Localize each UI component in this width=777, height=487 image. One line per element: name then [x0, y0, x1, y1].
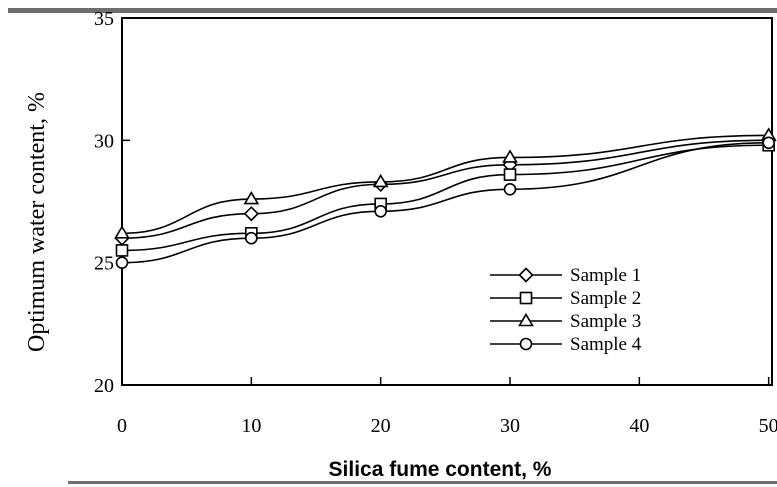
legend-label: Sample 4: [570, 334, 642, 355]
y-axis-ticks: 20 25 30 35: [94, 8, 130, 397]
top-frame-bar: [8, 8, 777, 13]
data-point-sample-4: [503, 182, 517, 196]
series-line-sample-3: [121, 134, 769, 235]
legend-marker: [519, 337, 533, 351]
x-tick-label: 10: [241, 415, 261, 437]
data-point-sample-1: [243, 206, 259, 222]
legend-label: Sample 3: [570, 311, 641, 332]
x-tick-label: 40: [629, 415, 649, 437]
series-line-sample-4: [121, 141, 769, 264]
plot-area: [121, 17, 773, 386]
legend-marker: [518, 312, 534, 327]
data-point-sample-4: [374, 204, 387, 218]
legend-label: Sample 2: [570, 288, 641, 309]
series-line-sample-2: [121, 144, 769, 252]
y-tick-label: 30: [94, 130, 114, 152]
data-point-sample-3: [243, 190, 260, 205]
bottom-frame-bar: [68, 481, 777, 484]
y-tick-label: 20: [94, 375, 114, 397]
x-tick-label: 50: [759, 415, 777, 437]
data-point-sample-3: [114, 225, 130, 239]
x-axis-ticks: 0 10 20 30 40 50: [117, 377, 777, 437]
legend-label: Sample 1: [570, 265, 641, 286]
data-point-sample-3: [372, 173, 389, 188]
series-layer: [114, 127, 777, 269]
x-tick-label: 30: [500, 415, 520, 437]
data-point-sample-2: [115, 244, 129, 257]
x-tick-label: 0: [117, 415, 127, 437]
legend-marker: [519, 291, 533, 305]
x-axis-title: Silica fume content, %: [329, 458, 552, 481]
data-point-sample-2: [503, 168, 517, 181]
legend-marker: [518, 267, 534, 283]
y-tick-label: 35: [94, 8, 114, 30]
y-tick-label: 25: [94, 253, 114, 275]
series-line-sample-1: [121, 139, 769, 239]
y-axis-title: Optimum water content, %: [24, 92, 50, 352]
data-point-sample-4: [245, 231, 258, 245]
data-point-sample-4: [762, 136, 775, 150]
data-point-sample-4: [115, 256, 129, 269]
data-point-sample-3: [502, 149, 518, 163]
x-tick-label: 20: [371, 415, 391, 437]
